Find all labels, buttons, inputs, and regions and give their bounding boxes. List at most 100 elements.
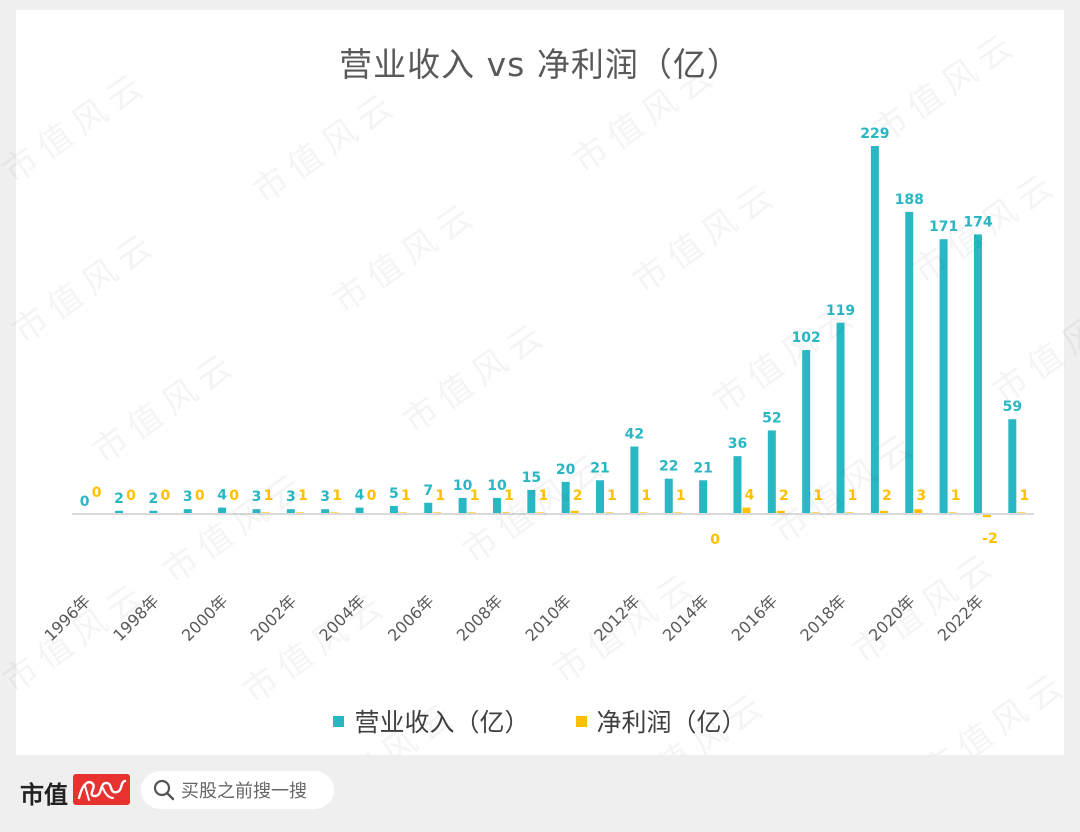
label-revenue-1996年: 0 (80, 494, 90, 510)
bar-profit-2020年 (914, 509, 923, 514)
bar-revenue-2013年 (664, 478, 673, 514)
legend-swatch-profit (575, 715, 587, 727)
bar-profit-2010年 (570, 510, 579, 514)
label-revenue-2021年: 171 (929, 219, 958, 235)
bar-chart: 00 2 0 2 0 3 0 4 0 3 1 3 1 3 1 4 0 5 1 7 1101101151202211421… (41, 126, 1034, 645)
x-tick-label: 2016年 (728, 591, 782, 645)
x-tick-label: 2022年 (934, 591, 988, 645)
bar-revenue-2001年 (252, 509, 261, 514)
bar-revenue-2008年 (492, 497, 501, 514)
label-profit-2018年: 1 (848, 488, 858, 504)
label-revenue-2022年: 174 (963, 214, 992, 230)
bar-revenue-2004年 (355, 507, 364, 514)
label-profit-1998年: 0 (161, 488, 171, 504)
x-tick-label: 2000年 (178, 591, 232, 645)
label-revenue-2005年: 5 (389, 486, 399, 502)
label-revenue-2010年: 20 (556, 462, 576, 478)
x-tick-label: 2010年 (522, 591, 576, 645)
bar-revenue-1998年 (149, 510, 158, 514)
label-profit-2020年: 3 (916, 488, 926, 504)
x-tick-label: 2018年 (796, 591, 850, 645)
label-profit-2010年: 2 (573, 488, 583, 504)
x-tick-label: 2020年 (865, 591, 919, 645)
search-icon (153, 779, 175, 801)
label-revenue-2009年: 15 (522, 470, 541, 486)
label-profit-2019年: 2 (882, 488, 892, 504)
label-profit-2006年: 1 (435, 488, 445, 504)
label-revenue-1997年: 2 (114, 491, 124, 507)
bar-revenue-1997年 (115, 510, 124, 514)
label-revenue-1999年: 3 (183, 489, 193, 505)
label-profit-2015年: 4 (745, 488, 755, 504)
bar-revenue-2000年 (218, 507, 227, 514)
label-revenue-2012年: 42 (625, 427, 644, 443)
legend-label-profit: 净利润（亿） (596, 708, 747, 737)
label-revenue-2004年: 4 (355, 488, 365, 504)
bar-revenue-2023年 (1008, 419, 1017, 514)
bar-revenue-2012年 (630, 446, 639, 514)
bar-revenue-2022年 (973, 234, 982, 514)
bar-revenue-2006年 (424, 502, 433, 514)
bar-revenue-2019年 (870, 146, 879, 514)
label-revenue-2019年: 229 (860, 126, 889, 142)
label-revenue-2014年: 21 (693, 460, 712, 476)
label-profit-2009年: 1 (538, 488, 548, 504)
bar-revenue-2017年 (802, 350, 811, 514)
label-profit-2021年: 1 (951, 488, 961, 504)
bar-revenue-2020年 (905, 211, 914, 514)
label-profit-1997年: 0 (126, 488, 136, 504)
legend-entry-profit: 净利润（亿） (575, 703, 747, 739)
x-tick-label: 2008年 (453, 591, 507, 645)
bar-revenue-1999年 (183, 509, 192, 514)
label-revenue-2015年: 36 (728, 436, 747, 452)
label-revenue-2001年: 3 (252, 489, 262, 505)
x-tick-label: 1996年 (41, 591, 95, 645)
legend-swatch-revenue (333, 715, 345, 727)
label-profit-2022年: -2 (982, 531, 998, 547)
label-profit-2023年: 1 (1019, 488, 1029, 504)
x-tick-label: 2002年 (247, 591, 301, 645)
label-profit-2005年: 1 (401, 488, 411, 504)
label-revenue-2020年: 188 (895, 192, 924, 208)
label-profit-2008年: 1 (504, 488, 514, 504)
label-profit-2013年: 1 (676, 488, 686, 504)
label-profit-2007年: 1 (470, 488, 480, 504)
label-revenue-2013年: 22 (659, 459, 678, 475)
brand-logo (73, 774, 130, 805)
label-profit-2017年: 1 (813, 488, 823, 504)
label-profit-1999年: 0 (195, 488, 205, 504)
label-profit-2001年: 1 (264, 488, 274, 504)
label-revenue-2023年: 59 (1003, 399, 1022, 415)
bar-revenue-2003年 (321, 509, 330, 514)
x-tick-label: 1998年 (109, 591, 163, 645)
label-profit-2000年: 0 (229, 488, 239, 504)
search-bar[interactable]: 买股之前搜一搜 (141, 771, 334, 809)
label-revenue-2011年: 21 (590, 460, 609, 476)
x-tick-label: 2006年 (384, 591, 438, 645)
legend: 营业收入（亿） 净利润（亿） (16, 703, 1064, 739)
bar-revenue-2002年 (286, 509, 295, 514)
bar-revenue-2016年 (767, 430, 776, 514)
label-profit-2003年: 1 (332, 488, 342, 504)
label-profit-2014年: 0 (710, 532, 720, 548)
footer-bar: 市值 买股之前搜一搜 (0, 755, 1080, 832)
search-placeholder: 买股之前搜一搜 (181, 781, 307, 802)
bar-profit-2016年 (776, 510, 785, 514)
legend-entry-revenue: 营业收入（亿） (333, 703, 530, 739)
label-profit-2002年: 1 (298, 488, 308, 504)
label-revenue-2006年: 7 (423, 483, 433, 499)
legend-label-revenue: 营业收入（亿） (354, 708, 530, 737)
label-profit-2004年: 0 (367, 488, 377, 504)
label-profit-2016年: 2 (779, 488, 789, 504)
bar-revenue-2005年 (389, 505, 398, 514)
bar-revenue-2009年 (527, 489, 536, 514)
bar-profit-2019年 (879, 510, 888, 514)
label-revenue-2016年: 52 (762, 410, 781, 426)
label-revenue-2002年: 3 (286, 489, 296, 505)
chart-card: 0 0 2 0 2 0 3 0 4 0 3 1 3 1 3 1 4 0 5 1 7 1 10 1 10 1 15 1 20 2 21 1 42 1… (16, 10, 1064, 755)
brand-name: 市值 (20, 781, 68, 809)
bar-revenue-2014年 (699, 480, 708, 514)
x-tick-label: 2014年 (659, 591, 713, 645)
label-revenue-1998年: 2 (149, 491, 159, 507)
label-revenue-2007年: 10 (453, 478, 473, 494)
